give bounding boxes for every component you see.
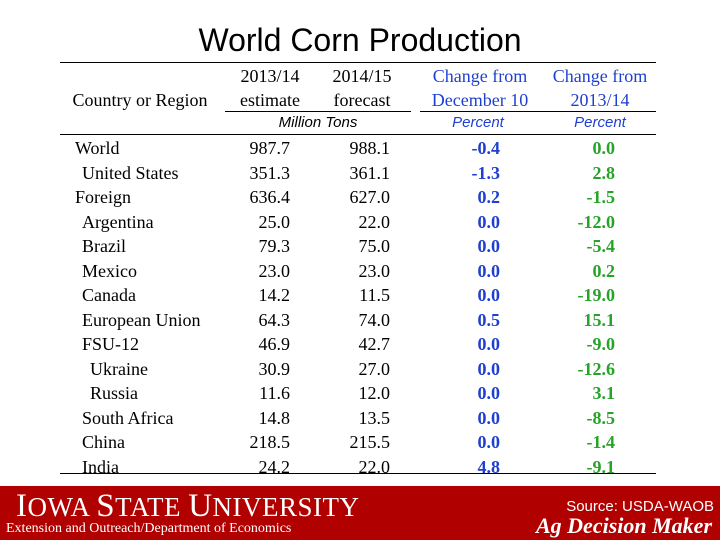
header-subrule-pct <box>420 111 656 112</box>
country-cell: World <box>75 138 120 158</box>
change-dec-cell: -1.3 <box>471 162 501 183</box>
col-estimate-label: estimate <box>240 90 300 110</box>
col-change-dec-label-2: December 10 <box>431 90 529 110</box>
forecast-cell: 11.5 <box>359 285 390 305</box>
change-dec-cell: 0.0 <box>477 432 501 452</box>
estimate-cell: 79.3 <box>258 236 291 256</box>
extension-label: Extension and Outreach/Department of Eco… <box>6 521 292 536</box>
estimate-cell: 11.6 <box>259 383 290 403</box>
change-prev-cell: -12.0 <box>577 211 616 232</box>
university-logo: IOWA STATE UNIVERSITY <box>16 488 360 524</box>
change-dec-cell: 0.0 <box>477 383 501 403</box>
estimate-cell: 46.9 <box>258 334 291 354</box>
table-bottom-rule <box>60 473 656 474</box>
country-cell: Brazil <box>82 236 126 256</box>
col-change-prev-label-2: 2013/14 <box>570 90 630 110</box>
change-dec-cell: -0.4 <box>471 138 501 158</box>
change-dec-cell: 0.0 <box>477 334 501 354</box>
estimate-cell: 987.7 <box>249 138 291 158</box>
estimate-cell: 25.0 <box>258 211 291 232</box>
units-percent-1: Percent <box>452 114 504 131</box>
country-cell: China <box>82 432 125 452</box>
estimate-cell: 23.0 <box>258 260 291 281</box>
col-country-label: Country or Region <box>72 90 208 110</box>
forecast-cell: 12.0 <box>358 383 391 403</box>
table-top-rule <box>60 62 656 63</box>
estimate-cell: 218.5 <box>249 432 291 452</box>
country-cell: Foreign <box>75 187 131 207</box>
change-prev-cell: -9.1 <box>586 456 616 477</box>
change-prev-cell: -5.4 <box>586 236 616 256</box>
country-cell: European Union <box>82 309 201 330</box>
col-change-dec-label-1: Change from <box>432 66 528 86</box>
change-dec-cell: 4.8 <box>477 456 501 477</box>
change-dec-cell: 0.0 <box>477 236 501 256</box>
country-cell: Ukraine <box>90 358 148 379</box>
units-percent-2: Percent <box>574 114 626 131</box>
change-prev-cell: -8.5 <box>586 407 616 428</box>
country-cell: United States <box>82 162 179 183</box>
change-prev-cell: 0.2 <box>592 260 616 281</box>
header-subrule-tons <box>225 111 411 112</box>
change-dec-cell: 0.2 <box>477 187 501 207</box>
estimate-cell: 351.3 <box>249 162 291 183</box>
change-prev-cell: 0.0 <box>592 138 616 158</box>
change-prev-cell: -19.0 <box>577 285 616 305</box>
change-prev-cell: 2.8 <box>592 162 616 183</box>
col-2013-label: 2013/14 <box>240 66 300 86</box>
change-dec-cell: 0.0 <box>477 260 501 281</box>
country-cell: India <box>82 456 119 477</box>
units-tons: Million Tons <box>278 114 358 131</box>
forecast-cell: 42.7 <box>358 334 391 354</box>
change-prev-cell: -1.5 <box>586 187 616 207</box>
change-dec-cell: 0.0 <box>477 211 501 232</box>
country-cell: Argentina <box>82 211 154 232</box>
change-dec-cell: 0.5 <box>477 309 501 330</box>
forecast-cell: 215.5 <box>349 432 391 452</box>
change-prev-cell: -12.6 <box>577 358 616 379</box>
col-change-prev-label-1: Change from <box>552 66 648 86</box>
forecast-cell: 22.0 <box>358 456 391 477</box>
change-dec-cell: 0.0 <box>477 358 501 379</box>
forecast-cell: 75.0 <box>358 236 391 256</box>
source-label: Source: USDA-WAOB <box>566 498 714 515</box>
country-cell: Mexico <box>82 260 137 281</box>
col-forecast-label: forecast <box>333 90 391 110</box>
country-cell: Russia <box>90 383 139 403</box>
change-prev-cell: -9.0 <box>586 334 616 354</box>
header-bottom-rule <box>60 134 656 135</box>
forecast-cell: 27.0 <box>358 358 391 379</box>
country-cell: FSU-12 <box>82 334 140 354</box>
estimate-cell: 14.8 <box>258 407 291 428</box>
estimate-cell: 64.3 <box>258 309 291 330</box>
forecast-cell: 74.0 <box>358 309 391 330</box>
forecast-cell: 988.1 <box>349 138 391 158</box>
change-prev-cell: 15.1 <box>583 309 616 330</box>
change-dec-cell: 0.0 <box>477 407 501 428</box>
change-prev-cell: 3.1 <box>592 383 616 403</box>
estimate-cell: 636.4 <box>249 187 291 207</box>
estimate-cell: 14.2 <box>258 285 291 305</box>
brand-label: Ag Decision Maker <box>536 513 712 538</box>
forecast-cell: 361.1 <box>349 162 391 183</box>
change-prev-cell: -1.4 <box>586 432 616 452</box>
forecast-cell: 22.0 <box>358 211 391 232</box>
estimate-cell: 24.2 <box>258 456 291 477</box>
forecast-cell: 627.0 <box>349 187 391 207</box>
change-dec-cell: 0.0 <box>477 285 501 305</box>
country-cell: South Africa <box>82 407 174 428</box>
footer-bar <box>0 486 720 540</box>
forecast-cell: 13.5 <box>358 407 391 428</box>
estimate-cell: 30.9 <box>258 358 291 379</box>
page-title: World Corn Production <box>198 22 522 58</box>
col-2014-label: 2014/15 <box>332 66 392 86</box>
country-cell: Canada <box>82 285 136 305</box>
forecast-cell: 23.0 <box>358 260 391 281</box>
production-table: 2013/14 2014/15 Change from Change from … <box>60 62 656 477</box>
